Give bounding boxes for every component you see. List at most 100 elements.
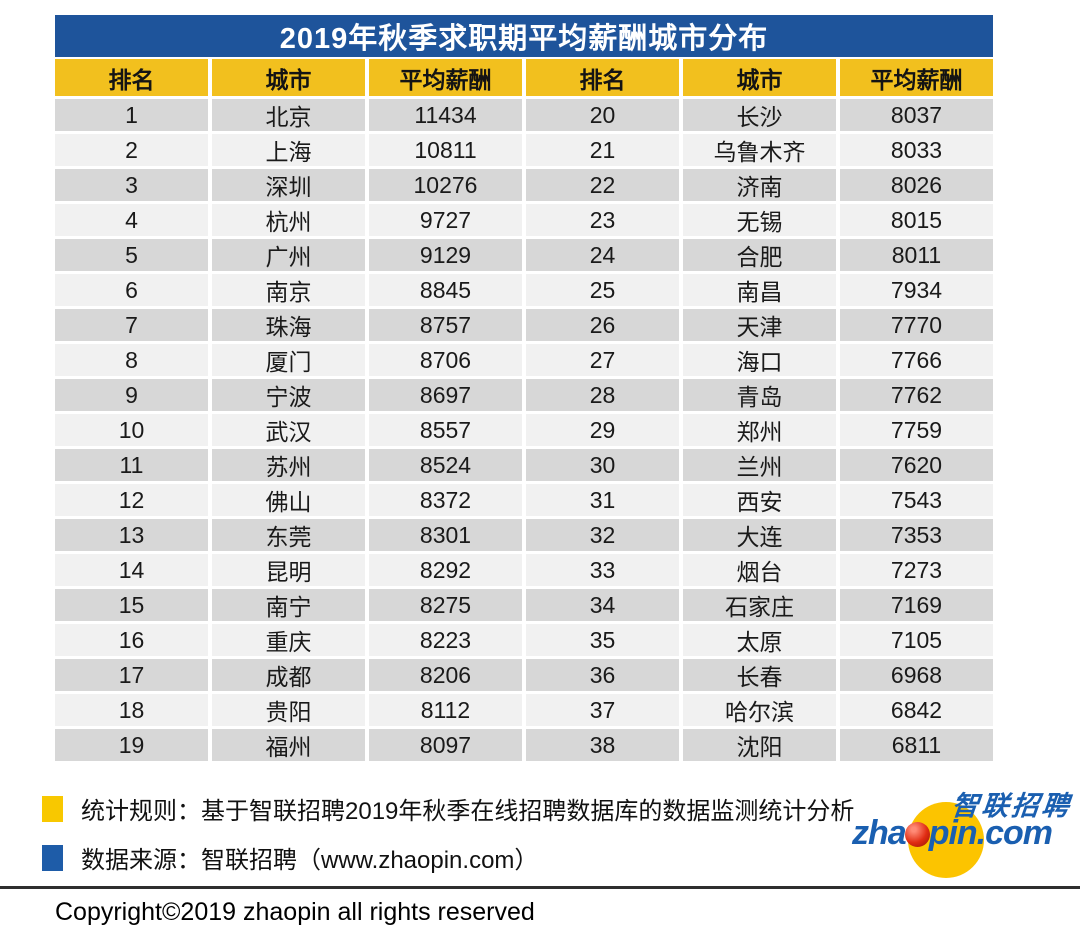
salary-cell: 7105 [840, 624, 993, 656]
rank-cell: 11 [55, 449, 208, 481]
salary-cell: 6811 [840, 729, 993, 761]
salary-cell: 8223 [369, 624, 522, 656]
rank-cell: 33 [526, 554, 679, 586]
salary-cell: 8524 [369, 449, 522, 481]
rank-cell: 7 [55, 309, 208, 341]
salary-cell: 8301 [369, 519, 522, 551]
city-cell: 济南 [683, 169, 836, 201]
salary-cell: 8112 [369, 694, 522, 726]
logo-domain-prefix: zha [852, 814, 907, 852]
city-cell: 大连 [683, 519, 836, 551]
city-cell: 深圳 [212, 169, 365, 201]
city-cell: 北京 [212, 99, 365, 131]
city-cell: 杭州 [212, 204, 365, 236]
salary-cell: 8697 [369, 379, 522, 411]
salary-cell: 7353 [840, 519, 993, 551]
rank-cell: 2 [55, 134, 208, 166]
rank-cell: 21 [526, 134, 679, 166]
note-data-source: 数据来源：智联招聘（www.zhaopin.com） [42, 840, 538, 875]
rank-cell: 37 [526, 694, 679, 726]
city-cell: 武汉 [212, 414, 365, 446]
rank-cell: 32 [526, 519, 679, 551]
salary-cell: 7273 [840, 554, 993, 586]
rank-cell: 34 [526, 589, 679, 621]
city-cell: 乌鲁木齐 [683, 134, 836, 166]
salary-cell: 7766 [840, 344, 993, 376]
city-cell: 无锡 [683, 204, 836, 236]
logo-red-ball-icon [904, 822, 930, 847]
city-cell: 海口 [683, 344, 836, 376]
rank-cell: 38 [526, 729, 679, 761]
city-cell: 贵阳 [212, 694, 365, 726]
salary-cell: 8557 [369, 414, 522, 446]
salary-cell: 7762 [840, 379, 993, 411]
city-cell: 长春 [683, 659, 836, 691]
salary-cell: 8011 [840, 239, 993, 271]
city-cell: 重庆 [212, 624, 365, 656]
city-cell: 广州 [212, 239, 365, 271]
salary-cell: 8037 [840, 99, 993, 131]
column-header-salary: 平均薪酬 [840, 59, 993, 96]
rank-cell: 4 [55, 204, 208, 236]
rank-cell: 1 [55, 99, 208, 131]
rank-cell: 28 [526, 379, 679, 411]
salary-cell: 7543 [840, 484, 993, 516]
city-cell: 东莞 [212, 519, 365, 551]
logo-domain-suffix: pin.com [928, 814, 1053, 852]
salary-cell: 7770 [840, 309, 993, 341]
rank-cell: 19 [55, 729, 208, 761]
rank-cell: 24 [526, 239, 679, 271]
logo-domain-text: zha pin.com [852, 814, 1053, 853]
city-cell: 郑州 [683, 414, 836, 446]
rank-cell: 16 [55, 624, 208, 656]
city-cell: 佛山 [212, 484, 365, 516]
salary-cell: 7169 [840, 589, 993, 621]
footer-divider-line [0, 886, 1080, 889]
salary-cell: 9129 [369, 239, 522, 271]
rank-cell: 31 [526, 484, 679, 516]
city-cell: 西安 [683, 484, 836, 516]
city-cell: 哈尔滨 [683, 694, 836, 726]
rank-cell: 27 [526, 344, 679, 376]
rank-cell: 30 [526, 449, 679, 481]
column-header-salary: 平均薪酬 [369, 59, 522, 96]
rank-cell: 26 [526, 309, 679, 341]
salary-cell: 7759 [840, 414, 993, 446]
city-cell: 宁波 [212, 379, 365, 411]
rank-cell: 22 [526, 169, 679, 201]
zhaopin-logo: 智联招聘 zha pin.com [852, 776, 1074, 884]
city-cell: 青岛 [683, 379, 836, 411]
city-cell: 南宁 [212, 589, 365, 621]
rank-cell: 3 [55, 169, 208, 201]
city-cell: 兰州 [683, 449, 836, 481]
salary-cell: 8206 [369, 659, 522, 691]
rank-cell: 12 [55, 484, 208, 516]
salary-cell: 6842 [840, 694, 993, 726]
rank-cell: 36 [526, 659, 679, 691]
salary-cell: 8097 [369, 729, 522, 761]
rank-cell: 5 [55, 239, 208, 271]
rank-cell: 18 [55, 694, 208, 726]
rank-cell: 25 [526, 274, 679, 306]
salary-cell: 8275 [369, 589, 522, 621]
rank-cell: 20 [526, 99, 679, 131]
column-header-rank: 排名 [55, 59, 208, 96]
copyright-text: Copyright©2019 zhaopin all rights reserv… [55, 898, 535, 926]
rank-cell: 8 [55, 344, 208, 376]
rank-cell: 13 [55, 519, 208, 551]
salary-cell: 8845 [369, 274, 522, 306]
column-header-rank: 排名 [526, 59, 679, 96]
city-cell: 苏州 [212, 449, 365, 481]
city-cell: 福州 [212, 729, 365, 761]
note-statistics-rule: 统计规则：基于智联招聘2019年秋季在线招聘数据库的数据监测统计分析 [42, 791, 854, 826]
city-cell: 厦门 [212, 344, 365, 376]
salary-cell: 8706 [369, 344, 522, 376]
salary-cell: 8026 [840, 169, 993, 201]
salary-cell: 10811 [369, 134, 522, 166]
city-cell: 昆明 [212, 554, 365, 586]
city-cell: 南京 [212, 274, 365, 306]
city-cell: 成都 [212, 659, 365, 691]
city-cell: 合肥 [683, 239, 836, 271]
rank-cell: 15 [55, 589, 208, 621]
city-cell: 沈阳 [683, 729, 836, 761]
